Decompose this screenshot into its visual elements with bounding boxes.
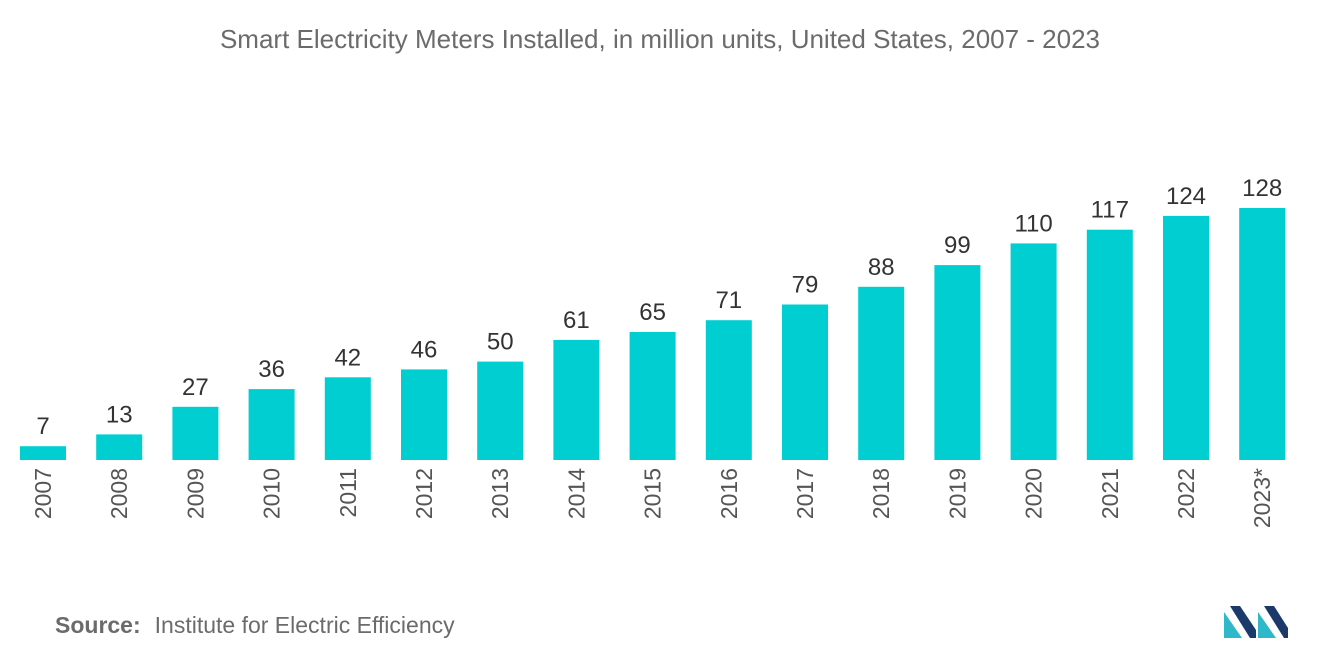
data-label-2011: 42 [334, 344, 361, 371]
data-label-2007: 7 [36, 413, 49, 440]
data-label-2020: 110 [1014, 210, 1052, 237]
bar-2022 [1163, 215, 1209, 460]
bar-2009 [172, 406, 219, 460]
data-label-2016: 71 [715, 287, 742, 314]
bar-2010 [248, 389, 295, 460]
bar-chart: 7 2007 13 2008 27 2009 36 2010 42 2011 46 2012 50 201… [20, 175, 1286, 528]
x-tick-label-2014: 2014 [563, 468, 589, 519]
x-tick-label-2015: 2015 [640, 468, 666, 519]
x-tick-label-2017: 2017 [792, 468, 818, 519]
source-note: Source: Institute for Electric Efficiency [55, 612, 455, 639]
bar-2017 [782, 304, 828, 460]
data-label-2019: 99 [944, 232, 971, 259]
x-tick-label-2020: 2020 [1021, 468, 1047, 519]
x-tick-label-2018: 2018 [868, 468, 894, 519]
x-tick-label-2019: 2019 [944, 468, 970, 519]
data-label-2013: 50 [487, 329, 514, 356]
data-label-2017: 79 [792, 272, 819, 299]
data-label-2014: 61 [563, 307, 590, 334]
x-tick-label-2023*: 2023* [1249, 468, 1275, 528]
x-tick-label-2022: 2022 [1173, 468, 1199, 519]
x-tick-label-2021: 2021 [1097, 468, 1123, 519]
source-text: Institute for Electric Efficiency [154, 612, 455, 638]
logo-left-stroke-dark [1230, 606, 1256, 638]
data-label-2012: 46 [411, 336, 438, 363]
bar-2018 [858, 286, 905, 461]
bar-2021 [1086, 229, 1133, 460]
data-label-2015: 65 [639, 299, 666, 326]
x-tick-label-2009: 2009 [182, 468, 208, 519]
data-label-2010: 36 [258, 356, 285, 383]
bar-2007 [20, 446, 66, 460]
x-tick-label-2012: 2012 [411, 468, 437, 519]
data-label-2008: 13 [106, 401, 133, 428]
source-label: Source: [55, 612, 141, 638]
x-tick-label-2008: 2008 [106, 468, 132, 519]
data-label-2009: 27 [182, 374, 209, 401]
data-label-2021: 117 [1091, 197, 1129, 224]
data-label-2018: 88 [868, 254, 895, 281]
logo-left-stroke [1224, 612, 1242, 638]
bar-2011 [324, 377, 371, 460]
bar-2020 [1010, 243, 1057, 460]
bar-2008 [96, 434, 143, 460]
data-label-2022: 124 [1166, 183, 1206, 210]
x-tick-label-2010: 2010 [259, 468, 285, 519]
x-tick-label-2013: 2013 [487, 468, 513, 519]
bar-2019 [934, 265, 981, 460]
bar-2012 [401, 369, 447, 460]
chart-title: Smart Electricity Meters Installed, in m… [219, 24, 1101, 54]
x-tick-label-2011: 2011 [335, 468, 361, 517]
data-label-2023*: 128 [1242, 175, 1282, 202]
x-tick-label-2007: 2007 [30, 468, 56, 519]
logo-right-stroke [1258, 612, 1276, 638]
bar-2015 [629, 332, 676, 460]
mordor-intelligence-logo-icon [1224, 606, 1288, 638]
logo-right-stroke-dark [1264, 606, 1288, 638]
bar-2014 [553, 339, 600, 460]
bar-2013 [477, 361, 524, 460]
x-tick-label-2016: 2016 [716, 468, 742, 519]
bar-2023* [1239, 208, 1286, 460]
bar-2016 [705, 320, 752, 460]
